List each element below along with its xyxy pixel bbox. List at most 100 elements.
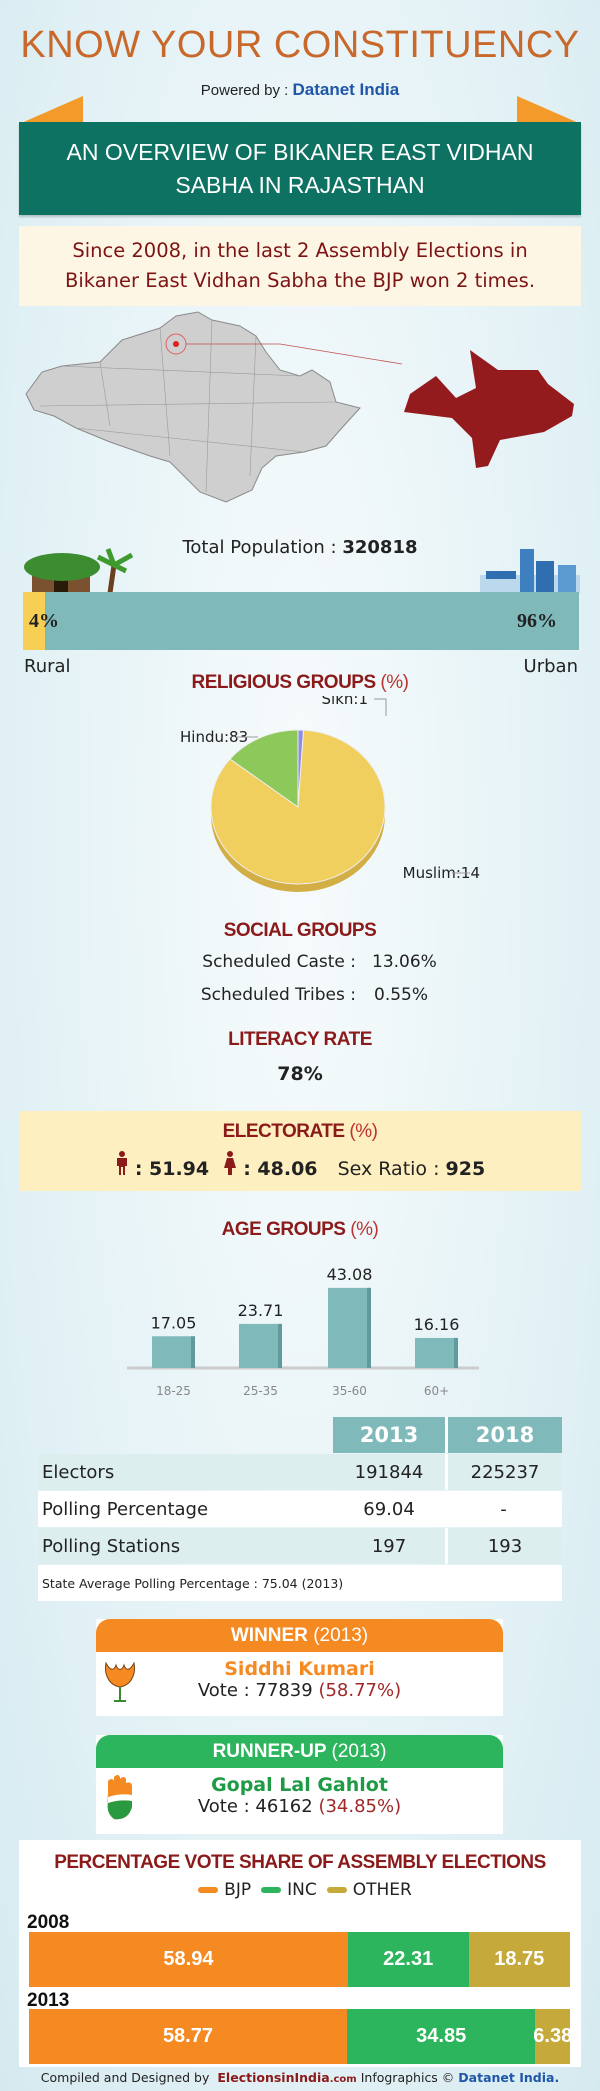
age-bar-shade bbox=[454, 1337, 458, 1368]
rajasthan-map bbox=[25, 311, 574, 503]
year-label: 2008 bbox=[27, 1912, 70, 1933]
sex-ratio-value: 925 bbox=[445, 1158, 486, 1180]
cell: 197 bbox=[371, 1535, 407, 1557]
age-category-label: 25-35 bbox=[243, 1384, 278, 1398]
religious-unit: (%) bbox=[380, 672, 409, 693]
age-category-label: 18-25 bbox=[156, 1384, 191, 1398]
age-bar bbox=[415, 1337, 458, 1368]
state-map-shape bbox=[25, 311, 361, 503]
brand-logo: Datanet India bbox=[292, 80, 400, 99]
pie-label: Sikh:1 bbox=[322, 696, 368, 708]
legend-label: BJP bbox=[224, 1880, 252, 1900]
st-value: 0.55% bbox=[374, 985, 429, 1005]
vote-segment-bjp: 58.77 bbox=[29, 2009, 347, 2064]
cell: 193 bbox=[445, 1528, 562, 1564]
social-groups-title: SOCIAL GROUPS bbox=[223, 920, 377, 941]
literacy-title: LITERACY RATE bbox=[228, 1029, 372, 1050]
male-icon bbox=[116, 1151, 127, 1175]
age-bar bbox=[239, 1323, 282, 1368]
urban-percent: 96% bbox=[517, 610, 557, 632]
electorate-title: ELECTORATE bbox=[222, 1121, 346, 1142]
runner-percent: (34.85%) bbox=[318, 1796, 402, 1817]
pointer-arrow bbox=[186, 343, 403, 365]
winner-year: (2013) bbox=[313, 1625, 369, 1646]
pie-slice-muslim bbox=[229, 729, 299, 808]
banner-line: SABHA IN RAJASTHAN bbox=[175, 172, 425, 198]
age-bar bbox=[328, 1287, 371, 1368]
age-title-text: AGE GROUPS bbox=[221, 1219, 346, 1240]
age-bar-shade bbox=[278, 1323, 282, 1368]
age-groups-title: AGE GROUPS (%) bbox=[0, 1219, 600, 1241]
legend-swatch bbox=[326, 1887, 347, 1893]
male-percent: : 51.94 bbox=[134, 1158, 210, 1180]
hut-icon bbox=[24, 548, 134, 593]
banner-line: AN OVERVIEW OF BIKANER EAST VIDHAN bbox=[66, 139, 534, 165]
inc-hand-icon bbox=[107, 1775, 132, 1820]
powered-by: Powered by : Datanet India bbox=[0, 80, 600, 100]
legend-swatch bbox=[198, 1887, 219, 1893]
runner-vote: Vote : 46162 bbox=[197, 1796, 313, 1817]
powered-by-label: Powered by : bbox=[200, 82, 289, 99]
column-header: 2018 bbox=[445, 1417, 562, 1453]
summary-line: Bikaner East Vidhan Sabha the BJP won 2 … bbox=[64, 269, 536, 292]
total-population: Total Population : 320818 bbox=[0, 537, 600, 558]
footer: Compiled and Designed by ElectionsinIndi… bbox=[0, 2070, 600, 2085]
page-title: KNOW YOUR CONSTITUENCY bbox=[20, 24, 580, 66]
summary-box: Since 2008, in the last 2 Assembly Elect… bbox=[19, 226, 581, 306]
vote-share-title: PERCENTAGE VOTE SHARE OF ASSEMBLY ELECTI… bbox=[54, 1852, 546, 1873]
legend-label: OTHER bbox=[352, 1880, 412, 1900]
table-row: Polling Stations 197 193 bbox=[38, 1528, 562, 1564]
winner-vote: Vote : 77839 bbox=[197, 1680, 313, 1701]
rural-percent: 4% bbox=[29, 610, 59, 632]
literacy-value: 78% bbox=[277, 1063, 323, 1085]
electionsinindia-logo: ElectionsinIndia.com bbox=[217, 2070, 356, 2085]
winner-percent: (58.77%) bbox=[318, 1680, 402, 1701]
religious-title-text: RELIGIOUS GROUPS bbox=[191, 672, 377, 693]
row-label: Electors bbox=[42, 1461, 115, 1483]
ribbon-left-icon bbox=[19, 96, 83, 124]
legend-swatch bbox=[261, 1887, 282, 1893]
runner-year: (2013) bbox=[331, 1741, 387, 1762]
religious-groups-title: RELIGIOUS GROUPS (%) bbox=[0, 672, 600, 694]
winner-name: Siddhi Kumari bbox=[224, 1658, 375, 1680]
vote-segment-inc: 22.31 bbox=[347, 1932, 469, 1987]
rural-label: Rural bbox=[24, 656, 71, 677]
vote-share-bar-2013: 58.77 34.85 6.38 bbox=[29, 2009, 572, 2064]
footer-credit: Compiled and Designed by bbox=[40, 2070, 210, 2085]
age-bar-chart: 17.05 18-25 23.71 25-35 43.08 35-60 16.16 60+ bbox=[127, 1265, 479, 1398]
legend-label: INC bbox=[287, 1880, 317, 1900]
female-percent: : 48.06 bbox=[243, 1158, 318, 1180]
row-label: Polling Stations bbox=[42, 1535, 181, 1557]
table-row: Electors 191844 225237 bbox=[38, 1454, 562, 1490]
rural-urban-bar: 4% 96% bbox=[23, 592, 579, 650]
pie-label: Hindu:83 bbox=[180, 728, 248, 746]
age-category-label: 60+ bbox=[424, 1384, 449, 1398]
vote-segment-other: 6.38 bbox=[533, 2009, 572, 2064]
state-average-note: State Average Polling Percentage : 75.04… bbox=[42, 1575, 344, 1591]
ribbon-right-icon bbox=[517, 96, 581, 124]
rural-fill bbox=[23, 592, 46, 650]
vote-segment-inc: 34.85 bbox=[346, 2009, 536, 2064]
st-label: Scheduled Tribes : bbox=[200, 985, 356, 1005]
age-unit: (%) bbox=[350, 1219, 379, 1240]
electorate-box: ELECTORATE (%) : 51.94 : 48.06 Sex Ratio… bbox=[19, 1111, 581, 1191]
sex-ratio-label: Sex Ratio : bbox=[337, 1158, 440, 1180]
age-value-label: 23.71 bbox=[238, 1301, 284, 1320]
runner-up-card: RUNNER-UP (2013) Gopal Lal Gahlot Vote :… bbox=[96, 1735, 503, 1834]
age-value-label: 16.16 bbox=[414, 1315, 460, 1334]
footer-brand: Datanet India. bbox=[458, 2070, 560, 2085]
site-suffix: .com bbox=[329, 2074, 357, 2085]
vote-segment-bjp: 58.94 bbox=[29, 1932, 348, 1987]
buildings-icon bbox=[480, 549, 580, 593]
sc-value: 13.06% bbox=[372, 952, 437, 972]
female-icon bbox=[224, 1151, 237, 1175]
election-stats-table: 2013 2018 Electors 191844 225237 Polling Pe… bbox=[38, 1416, 562, 1602]
vote-segment-other: 18.75 bbox=[468, 1932, 570, 1987]
age-bar-shade bbox=[367, 1287, 371, 1368]
age-bar-shade bbox=[191, 1336, 195, 1368]
row-label: Polling Percentage bbox=[42, 1498, 209, 1520]
bjp-lotus-icon bbox=[105, 1661, 135, 1702]
leader-lines bbox=[236, 698, 470, 874]
summary-line: Since 2008, in the last 2 Assembly Elect… bbox=[72, 239, 528, 262]
cell: 191844 bbox=[354, 1461, 424, 1483]
